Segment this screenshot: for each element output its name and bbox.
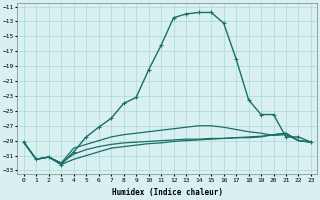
X-axis label: Humidex (Indice chaleur): Humidex (Indice chaleur) xyxy=(112,188,223,197)
